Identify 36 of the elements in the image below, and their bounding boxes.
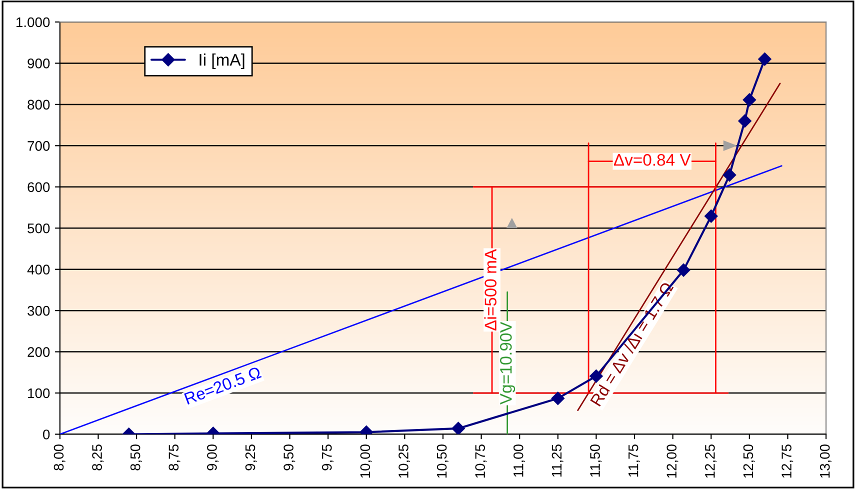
- y-tick-label: 600: [28, 182, 50, 192]
- x-tick-label: 8,00: [54, 444, 66, 470]
- x-tick-label: 10,25: [398, 444, 410, 478]
- x-tick-label: 9,00: [207, 444, 219, 470]
- legend-label: Ii [mA]: [200, 53, 244, 70]
- x-tick-label: 12,25: [705, 444, 716, 478]
- x-tick-label: 8,50: [130, 444, 142, 470]
- text: Vg=10.90V: [500, 322, 516, 405]
- x-tick-label: 11,75: [628, 444, 640, 477]
- x-tick-label: 10,50: [436, 444, 448, 478]
- y-tick-label: 0: [43, 430, 50, 440]
- x-tick-label: 12,75: [782, 444, 794, 478]
- x-tick-label: 8,75: [168, 444, 180, 470]
- y-tick-label: 700: [28, 141, 50, 151]
- y-tick-label: 800: [28, 100, 50, 110]
- y-tick-label: 900: [28, 58, 50, 68]
- x-tick-label: 11,50: [590, 444, 602, 477]
- x-tick-label: 12,50: [743, 444, 755, 478]
- y-tick-label: 1.000: [16, 17, 50, 28]
- y-tick-label: 500: [28, 223, 50, 234]
- x-tick-label: 10,00: [360, 444, 372, 478]
- y-tick-label: 400: [27, 264, 50, 275]
- x-tick-label: 8,25: [92, 444, 104, 470]
- series-label: Δv=0.84 V: [614, 154, 691, 166]
- y-tick-label: 100: [28, 388, 50, 398]
- x-tick-label: 11,25: [552, 444, 564, 477]
- x-tick-label: 12,00: [666, 444, 678, 478]
- x-tick-label: 13,00: [820, 444, 832, 478]
- x-tick-label: 9,75: [322, 444, 334, 470]
- x-tick-label: 11,00: [513, 444, 525, 477]
- y-tick-label: 200: [28, 347, 50, 357]
- x-tick-label: 9,50: [284, 444, 296, 470]
- x-tick-label: 9,25: [245, 444, 257, 470]
- x-tick-label: 10,75: [475, 444, 487, 478]
- y-tick-label: 300: [28, 306, 50, 316]
- text: Δi=500 mA: [484, 248, 496, 330]
